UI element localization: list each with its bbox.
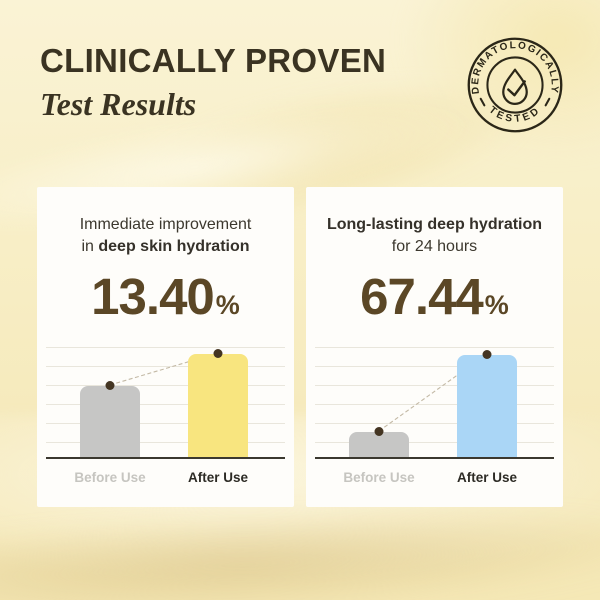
data-point-dot — [105, 381, 115, 390]
svg-text:TESTED: TESTED — [487, 105, 544, 125]
percent-sign: % — [484, 290, 509, 320]
chart-axis-labels: Before Use After Use — [46, 470, 285, 488]
bar-after-use — [457, 350, 517, 457]
chart-axis-labels: Before Use After Use — [315, 470, 554, 488]
label-before-use: Before Use — [74, 470, 146, 485]
result-value: 67.44% — [360, 268, 509, 325]
bar-before-use — [80, 381, 140, 457]
page-subtitle: Test Results — [40, 86, 197, 122]
page-title: CLINICALLY PROVEN — [40, 42, 387, 79]
percent-sign: % — [215, 290, 240, 320]
card-title: Immediate improvement in deep skin hydrat… — [79, 216, 252, 255]
label-after-use: After Use — [456, 470, 518, 485]
bar-chart-long-lasting — [315, 347, 554, 459]
bar-chart-immediate — [46, 347, 285, 459]
header: CLINICALLY PROVEN Test Results — [40, 44, 386, 120]
badge-bottom-text: TESTED — [487, 105, 541, 125]
data-point-dot — [374, 427, 384, 436]
badge-stamp-icon: DERMATOLOGICALLY TESTED — [467, 37, 563, 133]
data-point-dot — [482, 350, 492, 359]
water-drop-check-icon — [502, 68, 528, 105]
label-before-use: Before Use — [343, 470, 415, 485]
data-point-dot — [213, 349, 223, 358]
background-texture — [0, 495, 600, 600]
bar-before-use — [349, 427, 409, 457]
svg-text:DERMATOLOGICALLY: DERMATOLOGICALLY — [470, 40, 560, 95]
card-title: Long-lasting deep hydration for 24 hours — [326, 216, 543, 255]
bar-after-use — [188, 349, 248, 457]
result-value: 13.40% — [91, 268, 240, 325]
dermatologically-tested-badge: DERMATOLOGICALLY TESTED — [466, 36, 564, 134]
result-card-long-lasting: Long-lasting deep hydration for 24 hours … — [306, 187, 563, 507]
label-after-use: After Use — [187, 470, 249, 485]
badge-top-text: DERMATOLOGICALLY — [470, 40, 558, 95]
result-card-immediate: Immediate improvement in deep skin hydrat… — [37, 187, 294, 507]
